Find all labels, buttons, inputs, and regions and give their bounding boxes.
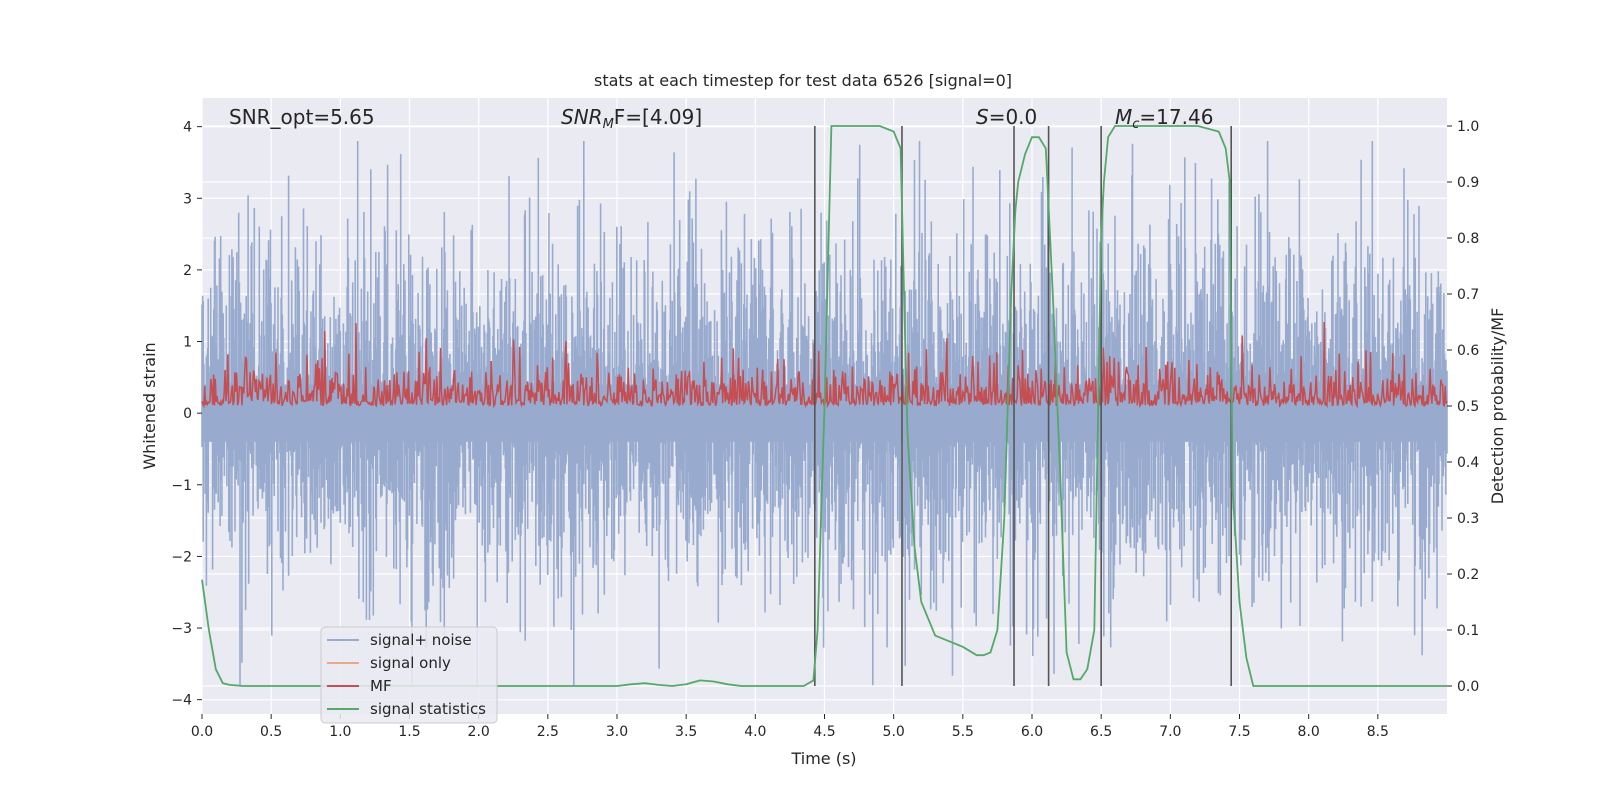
x-axis: 0.0 0.5 1.0 1.5 2.0 2.5 3.0 3.5 4.0 4.5 5.0 5.5 6.0 6… [191,714,1389,740]
y-left-tick-label: −1 [171,478,192,494]
x-tick-label: 7.5 [1228,724,1250,740]
x-tick-label: 0.0 [191,724,213,740]
annotation-snr-mf-tail: F=[4.09] [614,105,702,129]
y-left-tick-label: −4 [171,693,192,709]
y-left-tick-label: −2 [171,549,192,565]
y-left-tick-label: 2 [183,263,192,279]
x-tick-label: 1.0 [329,724,351,740]
legend: signal+ noise signal only MF signal stat… [320,626,498,724]
x-tick-label: 2.0 [468,724,490,740]
y-left-tick-label: 4 [183,120,192,136]
x-tick-label: 4.0 [744,724,766,740]
y-right-tick-label: 0.3 [1457,511,1479,527]
x-tick-label: 0.5 [260,724,282,740]
annotation-s-tail: =0.0 [989,105,1038,129]
x-tick-label: 2.5 [537,724,559,740]
x-tick-label: 6.0 [1021,724,1043,740]
y-right-tick-label: 0.5 [1457,399,1479,415]
x-tick-label: 7.0 [1159,724,1181,740]
annotation-mc-main: M [1115,105,1132,129]
annotation-mc: Mc=17.46 [1115,105,1213,132]
annotation-s-main: S [976,105,989,129]
x-tick-label: 4.5 [813,724,835,740]
y-right-tick-label: 0.2 [1457,567,1479,583]
y-axis-right-label: Detection probability/MF [1488,308,1507,505]
y-right-tick-label: 0.9 [1457,175,1479,191]
x-axis-label: Time (s) [790,749,856,768]
y-right-tick-label: 0.6 [1457,343,1479,359]
annotation-snr-mf-sub: M [603,117,614,132]
annotation-snr-opt: SNR_opt=5.65 [229,105,375,129]
chart-title: stats at each timestep for test data 652… [594,71,1012,90]
x-tick-label: 5.5 [952,724,974,740]
y-left-tick-label: 3 [183,191,192,207]
y-left-tick-label: 0 [183,406,192,422]
annotation-snr-mf-main: SNR [561,105,603,129]
noise-trace [201,141,1448,686]
legend-label-mf: MF [370,677,392,695]
y-right-tick-label: 0.4 [1457,455,1479,471]
signal-statistics-series [201,125,1447,687]
annotation-mc-sub: c [1132,117,1139,132]
x-tick-label: 8.5 [1367,724,1389,740]
signal-statistics-line [201,125,1447,687]
y-axis-right: 1.0 0.9 0.8 0.7 0.6 0.5 0.4 0.3 0.2 0.1 0.0 [1447,119,1479,695]
y-left-tick-label: −3 [171,621,192,637]
legend-box [320,626,498,724]
x-tick-label: 6.5 [1090,724,1112,740]
y-axis-left: 4 3 2 1 0 −1 −2 −3 −4 [171,120,202,709]
annotation-snr-mf: SNRMF=[4.09] [561,105,702,132]
y-right-tick-label: 0.7 [1457,287,1479,303]
y-right-tick-label: 0.0 [1457,679,1479,695]
y-right-tick-label: 0.8 [1457,231,1479,247]
x-tick-label: 8.0 [1298,724,1320,740]
x-tick-label: 1.5 [398,724,420,740]
y-axis-left-label: Whitened strain [140,342,159,469]
x-tick-label: 3.0 [606,724,628,740]
x-tick-label: 3.5 [675,724,697,740]
x-tick-label: 5.0 [883,724,905,740]
y-left-tick-label: 1 [183,335,192,351]
y-right-tick-label: 0.1 [1457,623,1479,639]
legend-label-noise: signal+ noise [370,631,472,649]
y-right-tick-label: 1.0 [1457,119,1479,135]
annotation-mc-tail: =17.46 [1139,105,1213,129]
annotation-s: S=0.0 [976,105,1037,129]
legend-label-signal-only: signal only [370,654,451,672]
legend-label-signal-statistics: signal statistics [370,700,486,718]
